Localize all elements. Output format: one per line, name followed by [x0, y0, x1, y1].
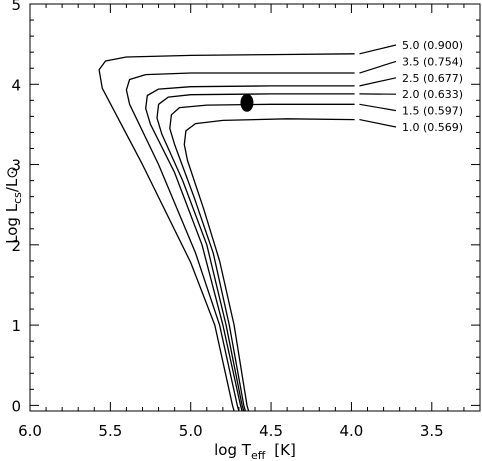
evolutionary-tracks — [98, 53, 355, 412]
track-leader-line — [359, 77, 397, 87]
track-line-4 — [169, 103, 355, 412]
y-axis-label-suffix: /L⊙ — [3, 166, 21, 192]
x-tick-label: 3.5 — [420, 422, 444, 440]
track-leader-line — [359, 103, 397, 112]
central-star-marker — [240, 93, 254, 112]
track-leader-line — [359, 44, 397, 55]
x-axis-label-unit: [K] — [274, 441, 296, 459]
y-tick-label: 3 — [11, 157, 21, 175]
y-tick-label: 2 — [11, 237, 21, 255]
track-leader-line — [359, 119, 397, 128]
x-tick-label: 4.0 — [339, 422, 363, 440]
track-label: 1.0 (0.569) — [402, 121, 463, 134]
track-label: 5.0 (0.900) — [402, 39, 463, 52]
x-axis-label: log Teff [K] — [214, 441, 296, 461]
axis-ticks: 6.0 5.5 5.0 4.5 4.0 3.5 0 1 2 3 4 5 — [11, 0, 481, 440]
y-axis-label-prefix: Log L — [3, 203, 21, 244]
y-tick-label: 0 — [11, 397, 21, 415]
track-line-5 — [183, 118, 355, 412]
marker-group — [240, 93, 254, 112]
x-tick-label: 4.5 — [259, 422, 283, 440]
y-axis-label: Log Lcs/L⊙ — [3, 166, 24, 244]
track-line-0 — [98, 53, 355, 412]
y-tick-label: 4 — [11, 76, 21, 94]
track-leader-line — [359, 60, 397, 74]
track-label: 3.5 (0.754) — [402, 55, 463, 68]
x-tick-label: 6.0 — [18, 422, 42, 440]
y-axis-label-subscript: cs — [11, 192, 24, 204]
track-label: 2.5 (0.677) — [402, 72, 463, 85]
y-tick-label: 1 — [11, 317, 21, 335]
y-tick-label: 5 — [11, 0, 21, 14]
track-line-1 — [125, 72, 355, 412]
x-axis-label-prefix: log T — [214, 441, 252, 459]
track-label: 1.5 (0.597) — [402, 105, 463, 118]
track-label: 2.0 (0.633) — [402, 88, 463, 101]
track-line-3 — [156, 93, 355, 412]
track-labels: 5.0 (0.900) 3.5 (0.754) 2.5 (0.677) 2.0 (0.… — [359, 39, 463, 134]
track-line-2 — [145, 85, 355, 412]
x-tick-label: 5.5 — [98, 422, 122, 440]
x-axis-label-subscript: eff — [251, 449, 266, 461]
x-tick-label: 5.0 — [179, 422, 203, 440]
